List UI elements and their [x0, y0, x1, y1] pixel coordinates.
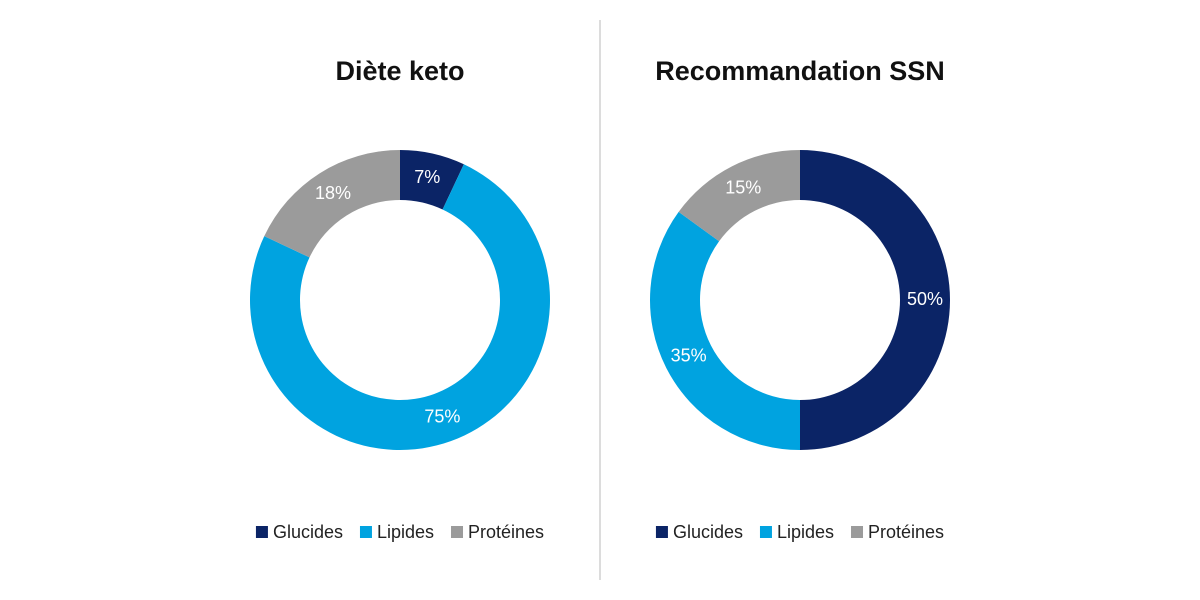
- slice: [264, 150, 400, 258]
- slice: [250, 164, 551, 450]
- legend-swatch: [655, 526, 668, 538]
- legend-swatch: [359, 526, 372, 538]
- legend-swatch: [851, 526, 864, 538]
- legend: Glucides Lipides Protéines: [255, 522, 544, 542]
- slice: [400, 150, 464, 210]
- value-label: 7%: [414, 167, 440, 187]
- legend: Glucides Lipides Protéines: [655, 522, 944, 542]
- slice: [650, 211, 800, 450]
- chart-title: Diète keto: [335, 56, 464, 86]
- chart-title: Recommandation SSN: [655, 56, 945, 86]
- value-label: 75%: [424, 406, 460, 426]
- legend-label: Glucides: [673, 522, 743, 542]
- legend-label: Protéines: [468, 522, 544, 542]
- value-label: 15%: [725, 177, 761, 197]
- legend-label: Lipides: [377, 522, 434, 542]
- legend-swatch: [451, 526, 464, 538]
- legend-label: Lipides: [777, 522, 834, 542]
- legend-label: Glucides: [273, 522, 343, 542]
- slice: [678, 150, 800, 242]
- legend-swatch: [759, 526, 772, 538]
- value-label: 18%: [315, 183, 351, 203]
- slice: [800, 150, 950, 450]
- legend-label: Protéines: [868, 522, 944, 542]
- legend-swatch: [255, 526, 268, 538]
- value-label: 50%: [907, 289, 943, 309]
- value-label: 35%: [671, 345, 707, 365]
